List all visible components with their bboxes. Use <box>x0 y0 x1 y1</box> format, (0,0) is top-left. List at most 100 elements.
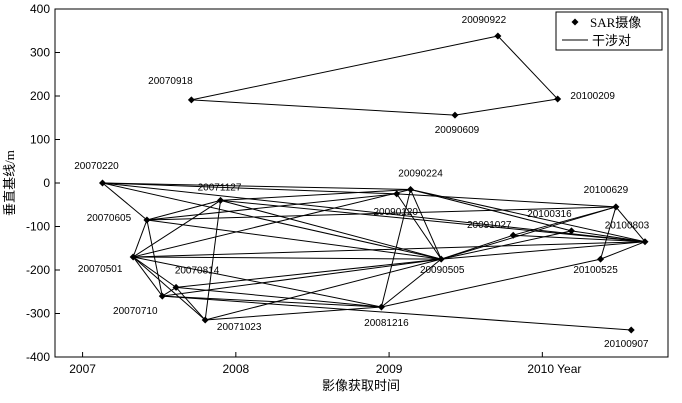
point-label: 20090224 <box>398 169 443 180</box>
interferogram-pair <box>410 189 442 260</box>
point-label: 20081216 <box>364 318 409 329</box>
point-label: 20090120 <box>373 207 418 218</box>
point-label: 20100629 <box>584 185 629 196</box>
point-label: 20090609 <box>435 125 480 136</box>
interferogram-pair <box>380 189 412 308</box>
interferogram-pair <box>133 256 442 260</box>
sar-acquisition <box>217 196 225 204</box>
y-tick-label: 300 <box>30 46 50 60</box>
interferogram-pair <box>132 199 221 258</box>
point-label: 20071023 <box>217 322 262 333</box>
legend-label: 干涉对 <box>592 33 631 48</box>
interferogram-pair <box>396 193 442 260</box>
point-label: 20091027 <box>467 220 512 231</box>
sar-acquisition <box>494 32 502 40</box>
sar-acquisition <box>99 179 107 187</box>
sar-acquisition <box>393 190 401 198</box>
interferogram-pair <box>441 241 646 260</box>
interferogram-pair <box>191 99 456 116</box>
point-label: 20100907 <box>604 339 649 350</box>
y-tick-label: -300 <box>26 307 50 321</box>
sar-acquisition <box>187 96 195 104</box>
y-axis-label: 垂直基线/m <box>2 150 17 216</box>
sar-acquisition <box>143 216 151 224</box>
interferogram-pair <box>102 182 397 195</box>
point-label: 20100209 <box>570 91 615 102</box>
point-label: 20070918 <box>148 76 193 87</box>
sar-acquisition <box>612 203 620 211</box>
interferogram-pair <box>220 189 411 201</box>
interferogram-pair <box>146 206 616 221</box>
point-label: 20070710 <box>113 306 158 317</box>
interferogram-pair <box>132 256 163 297</box>
sar-acquisition <box>129 253 137 261</box>
x-axis-label: 影像获取时间 <box>322 378 400 393</box>
interferogram-pair <box>102 182 411 191</box>
sar-acquisition <box>407 186 415 194</box>
sar-acquisition <box>554 95 562 103</box>
interferogram-pair <box>146 219 442 260</box>
plot-frame <box>54 8 669 358</box>
interferogram-pair <box>132 219 148 258</box>
y-tick-label: -200 <box>26 263 50 277</box>
interferogram-pair <box>162 286 177 297</box>
sar-acquisition <box>451 111 459 119</box>
interferogram-pair <box>497 35 559 100</box>
point-label: 20070220 <box>74 161 119 172</box>
sar-acquisition <box>597 255 605 263</box>
sar-acquisition <box>437 255 445 263</box>
interferogram-pair <box>571 230 646 243</box>
interferogram-pair <box>410 189 646 243</box>
interferogram-pair <box>162 295 632 331</box>
interferogram-pair <box>162 295 382 308</box>
interferogram-pair <box>205 258 442 321</box>
y-tick-label: 400 <box>30 2 50 16</box>
interferogram-pair <box>146 199 221 221</box>
sar-acquisition <box>377 303 385 311</box>
y-tick-label: 0 <box>43 176 50 190</box>
interferogram-pair <box>102 182 148 221</box>
interferogram-pair <box>410 189 572 232</box>
interferogram-pair <box>132 256 206 321</box>
legend-label: SAR摄像 <box>590 15 641 30</box>
y-tick-label: -100 <box>26 220 50 234</box>
interferogram-pair <box>513 206 617 236</box>
y-tick-label: 200 <box>30 89 50 103</box>
y-tick-label: -400 <box>26 350 50 364</box>
sar-acquisition <box>641 238 649 246</box>
point-label: 20070501 <box>78 264 123 275</box>
interferogram-pair <box>146 193 397 221</box>
legend-box <box>555 11 663 51</box>
interferogram-pair <box>102 182 646 243</box>
y-tick-label: 100 <box>30 133 50 147</box>
interferogram-pair <box>441 230 572 260</box>
point-label: 20100316 <box>527 209 572 220</box>
interferogram-pair <box>133 241 646 258</box>
point-label: 20090505 <box>420 265 465 276</box>
point-label: 20100803 <box>605 221 650 232</box>
interferogram-pair <box>175 287 206 321</box>
interferogram-pair <box>133 256 382 308</box>
interferogram-pair <box>205 306 382 321</box>
point-label: 20090922 <box>462 15 507 26</box>
interferogram-pair <box>396 193 616 208</box>
point-label: 20071127 <box>198 182 242 193</box>
x-tick-label: 2007 <box>69 362 96 376</box>
interferogram-pair <box>600 241 646 260</box>
interferogram-pair <box>220 199 646 243</box>
sar-acquisition <box>172 283 180 291</box>
interferogram-pair <box>132 256 177 288</box>
interferogram-pair <box>381 258 601 308</box>
sar-acquisition <box>509 231 517 239</box>
sar-acquisition <box>567 227 575 235</box>
x-tick-label: 2010 Year <box>527 362 581 376</box>
interferogram-pair <box>381 258 442 308</box>
legend-marker <box>571 18 579 26</box>
interferogram-pair <box>176 258 442 288</box>
x-tick-label: 2008 <box>222 362 249 376</box>
interferogram-pair <box>191 35 498 101</box>
interferogram-pair <box>133 189 411 258</box>
point-label: 20100525 <box>573 265 618 276</box>
interferogram-pair <box>146 219 163 297</box>
